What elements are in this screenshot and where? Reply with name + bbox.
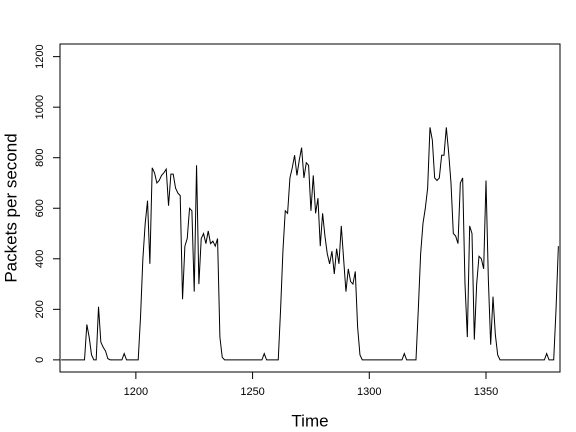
x-tick-label: 1300 — [357, 386, 381, 398]
y-tick-label: 200 — [34, 300, 46, 318]
y-tick-label: 1000 — [34, 95, 46, 119]
x-tick-label: 1350 — [474, 386, 498, 398]
y-tick-label: 0 — [34, 357, 46, 363]
y-tick-label: 400 — [34, 250, 46, 268]
x-tick-label: 1200 — [124, 386, 148, 398]
y-tick-label: 600 — [34, 199, 46, 217]
y-axis-label: Packets per second — [1, 133, 20, 282]
y-tick-label: 1200 — [34, 44, 46, 68]
x-tick-label: 1250 — [240, 386, 264, 398]
y-tick-label: 800 — [34, 149, 46, 167]
x-axis-label: Time — [291, 411, 328, 430]
data-line — [61, 127, 559, 361]
